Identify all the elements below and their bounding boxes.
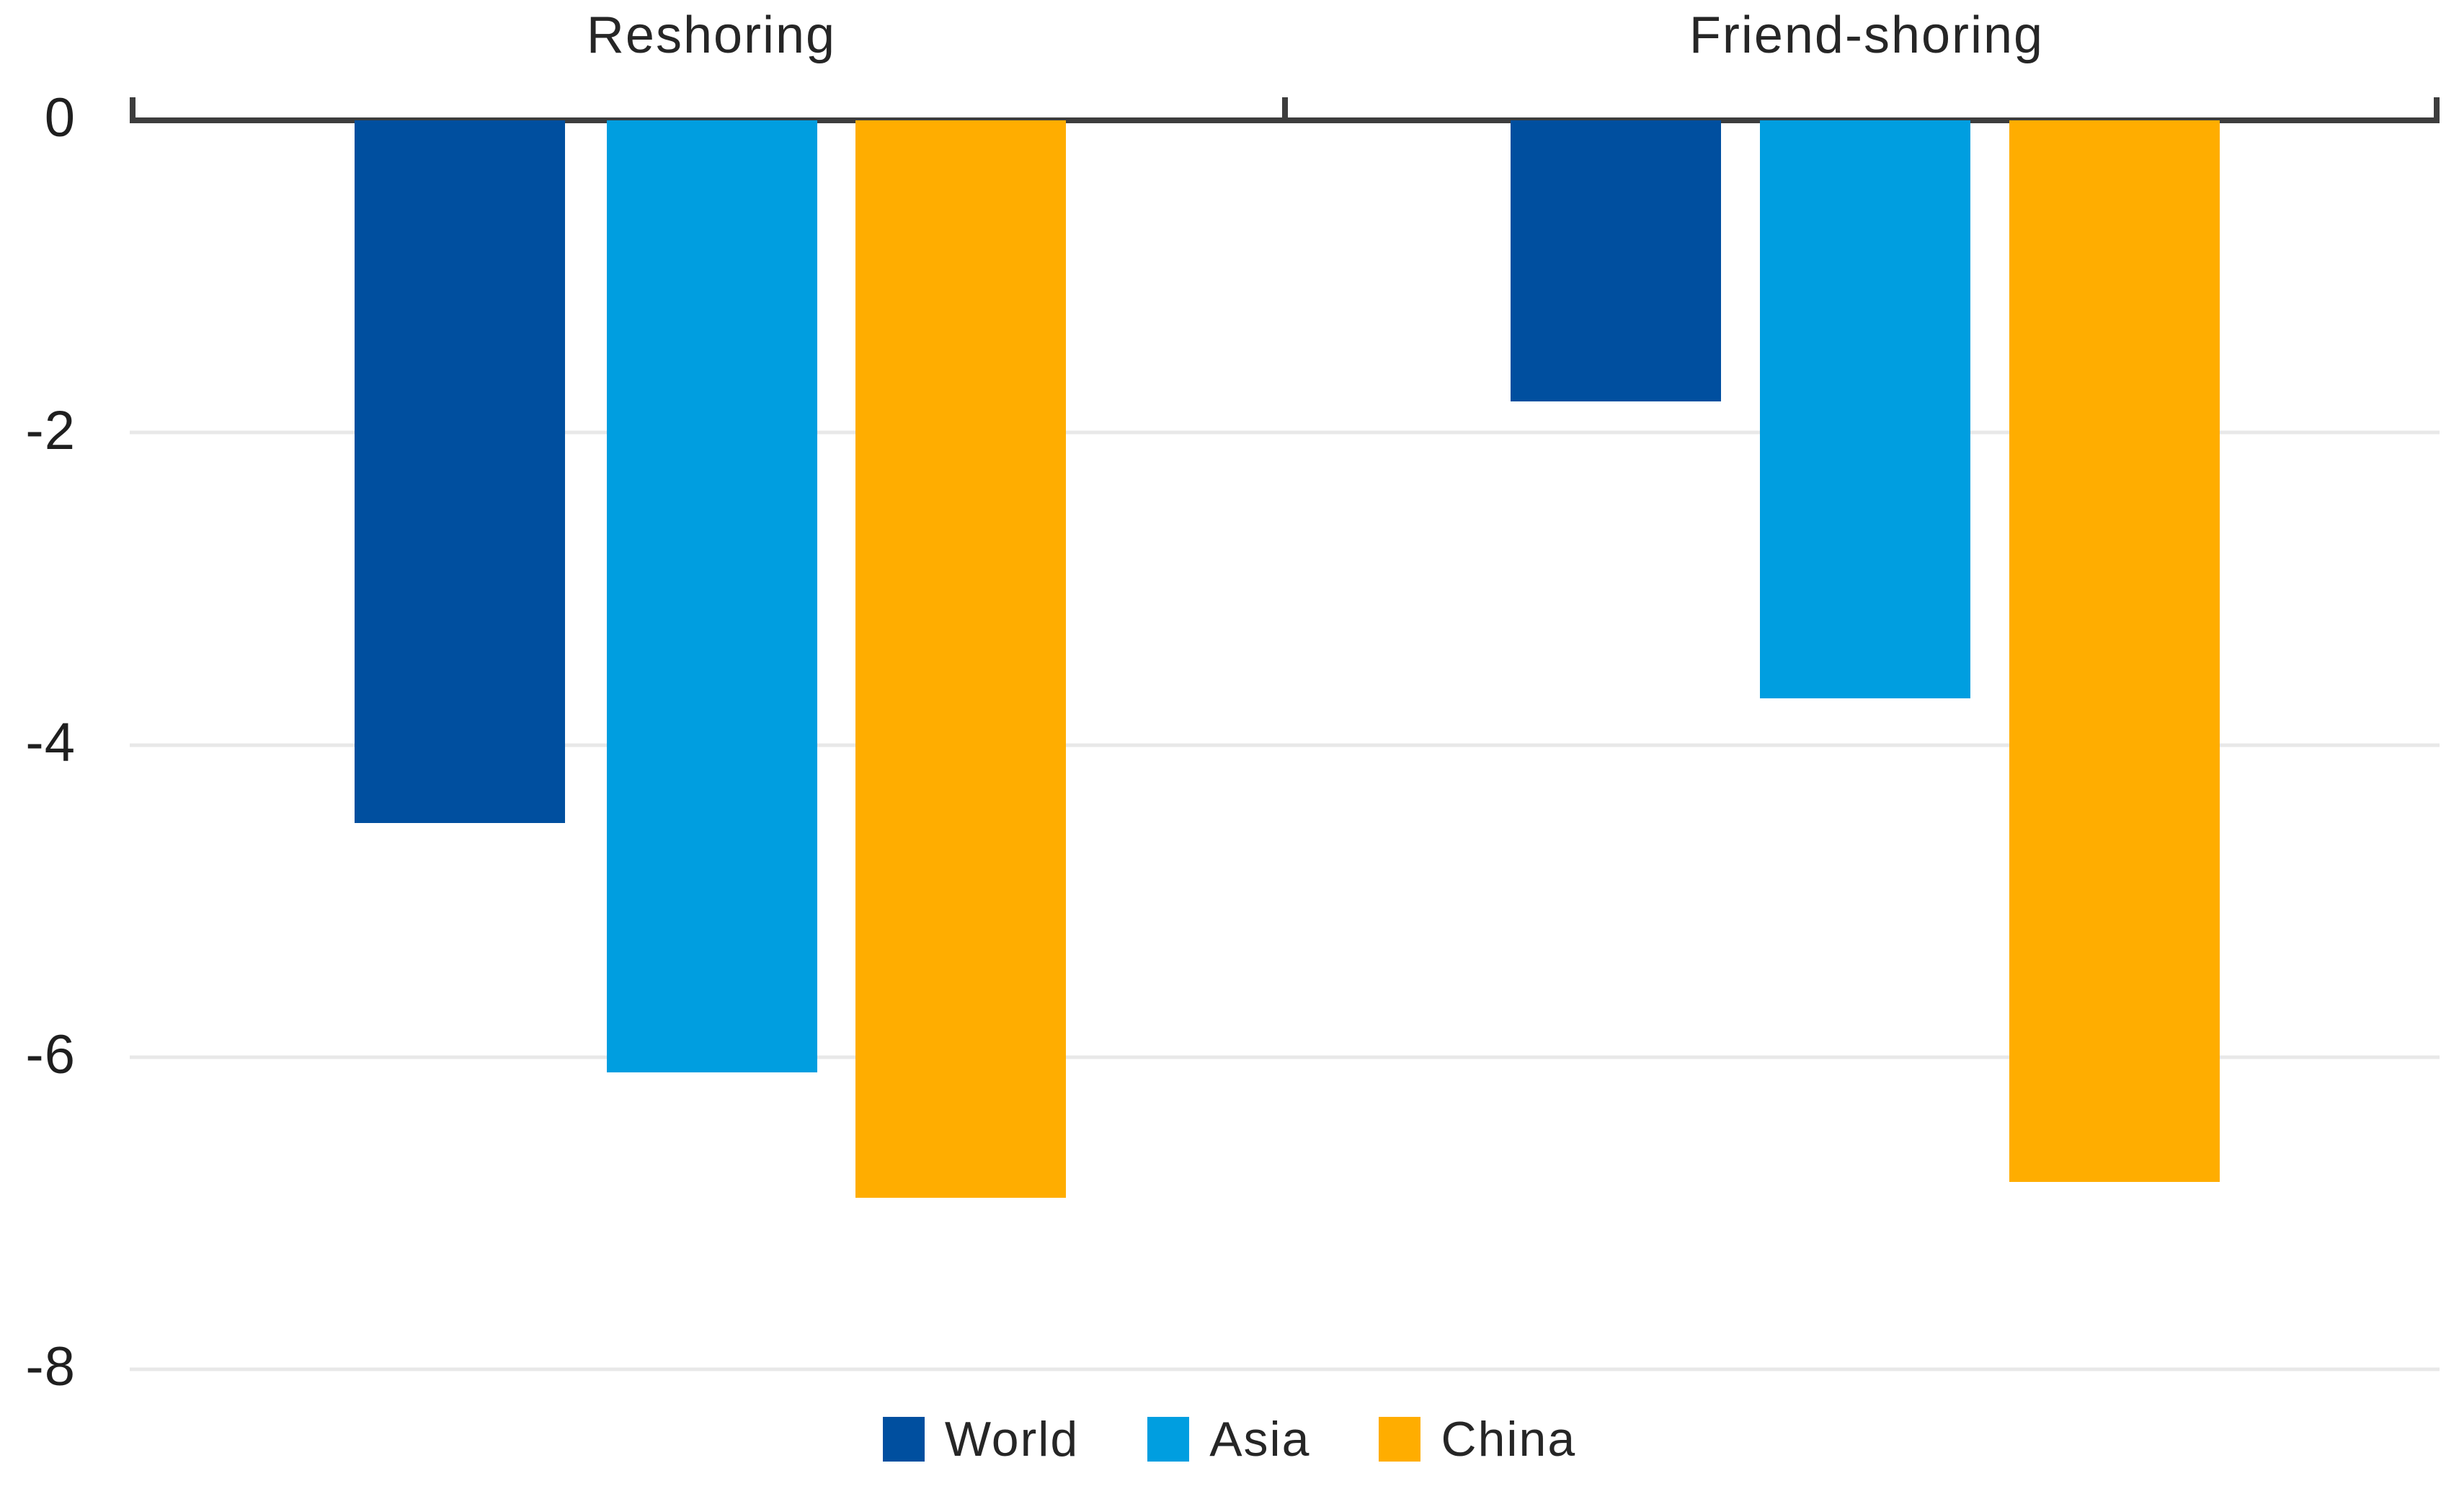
x-axis-line — [130, 117, 2440, 123]
y-tick-label: -2 — [25, 400, 76, 462]
y-tick-label: -6 — [25, 1024, 76, 1086]
legend-swatch-world-icon — [882, 1417, 925, 1462]
bar-reshoring-world — [355, 120, 565, 823]
legend-label-china: China — [1441, 1412, 1577, 1467]
gridline-minus-2 — [130, 430, 2440, 435]
legend: World Asia China — [0, 1411, 2459, 1467]
axis-tick-middle — [1281, 97, 1288, 117]
bar-friend-shoring-china — [2009, 120, 2220, 1183]
y-tick-label: 0 — [44, 87, 76, 149]
bar-reshoring-china — [855, 120, 1066, 1198]
gridline-minus-6 — [130, 1055, 2440, 1059]
legend-label-world: World — [944, 1412, 1080, 1467]
bar-reshoring-asia — [607, 120, 817, 1073]
plot-area — [130, 97, 2440, 1371]
bar-friend-shoring-asia — [1760, 120, 1970, 698]
y-tick-label: -4 — [25, 712, 76, 774]
legend-swatch-china-icon — [1379, 1417, 1421, 1462]
gridline-minus-8 — [130, 1367, 2440, 1371]
gridline-minus-4 — [130, 743, 2440, 747]
category-label-friend-shoring: Friend-shoring — [1689, 6, 2045, 64]
legend-label-asia: Asia — [1209, 1412, 1311, 1467]
legend-item-china: China — [1379, 1411, 1576, 1467]
legend-item-asia: Asia — [1147, 1411, 1310, 1467]
bar-friend-shoring-world — [1511, 120, 1721, 401]
category-label-reshoring: Reshoring — [586, 6, 837, 64]
legend-item-world: World — [882, 1411, 1080, 1467]
legend-swatch-asia-icon — [1147, 1417, 1190, 1462]
axis-tick-right — [2434, 97, 2440, 117]
axis-tick-left — [130, 97, 135, 117]
y-tick-label: -8 — [25, 1336, 76, 1398]
